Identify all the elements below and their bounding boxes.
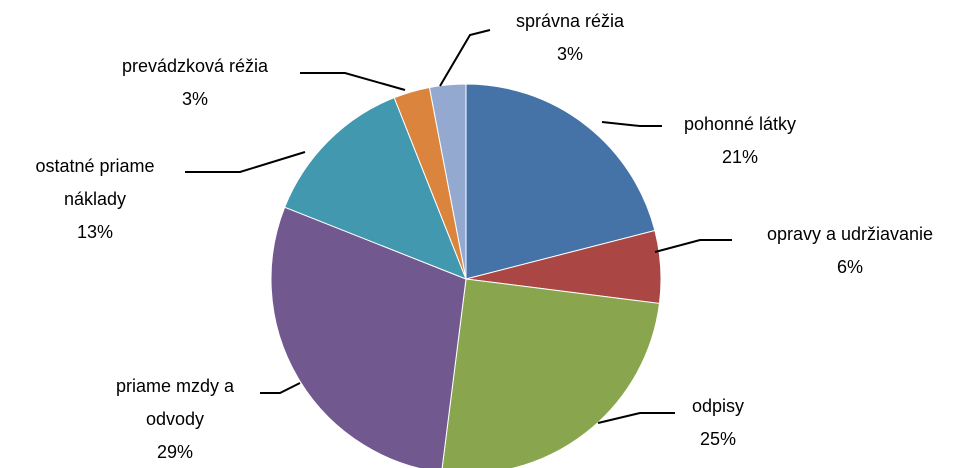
leader-line (654, 239, 732, 253)
pie-slice (284, 97, 467, 280)
leader-line (439, 29, 491, 87)
leader-line (597, 412, 675, 424)
leader-line (300, 72, 406, 91)
category-label: opravy a udržiavanie (766, 224, 934, 244)
data-label: priame mzdy a odvody 29% (95, 370, 255, 468)
percent-label: 3% (181, 89, 208, 109)
data-label: opravy a udržiavanie 6% (725, 218, 964, 284)
data-label: ostatné priame náklady 13% (10, 150, 180, 249)
leader-line (260, 382, 301, 394)
percent-label: 21% (721, 147, 759, 167)
pie-slice (465, 83, 656, 280)
data-label: prevádzková réžia 3% (85, 50, 305, 116)
leader-line (601, 121, 662, 127)
category-label: priame mzdy a odvody (115, 376, 235, 429)
pie-slice (441, 278, 661, 468)
category-label: správna réžia (515, 11, 625, 31)
percent-label: 13% (76, 222, 114, 242)
pie-slice (428, 83, 467, 280)
pie-slice (270, 206, 467, 468)
percent-label: 3% (556, 44, 583, 64)
data-label: správna réžia 3% (490, 5, 650, 71)
category-label: ostatné priame náklady (35, 156, 155, 209)
data-label: pohonné látky 21% (650, 108, 830, 174)
category-label: odpisy (691, 396, 745, 416)
leader-line (185, 151, 306, 173)
category-label: pohonné látky (683, 114, 797, 134)
percent-label: 6% (836, 257, 863, 277)
category-label: prevádzková réžia (121, 56, 269, 76)
percent-label: 25% (699, 429, 737, 449)
data-label: odpisy 25% (658, 390, 778, 456)
percent-label: 29% (156, 442, 194, 462)
